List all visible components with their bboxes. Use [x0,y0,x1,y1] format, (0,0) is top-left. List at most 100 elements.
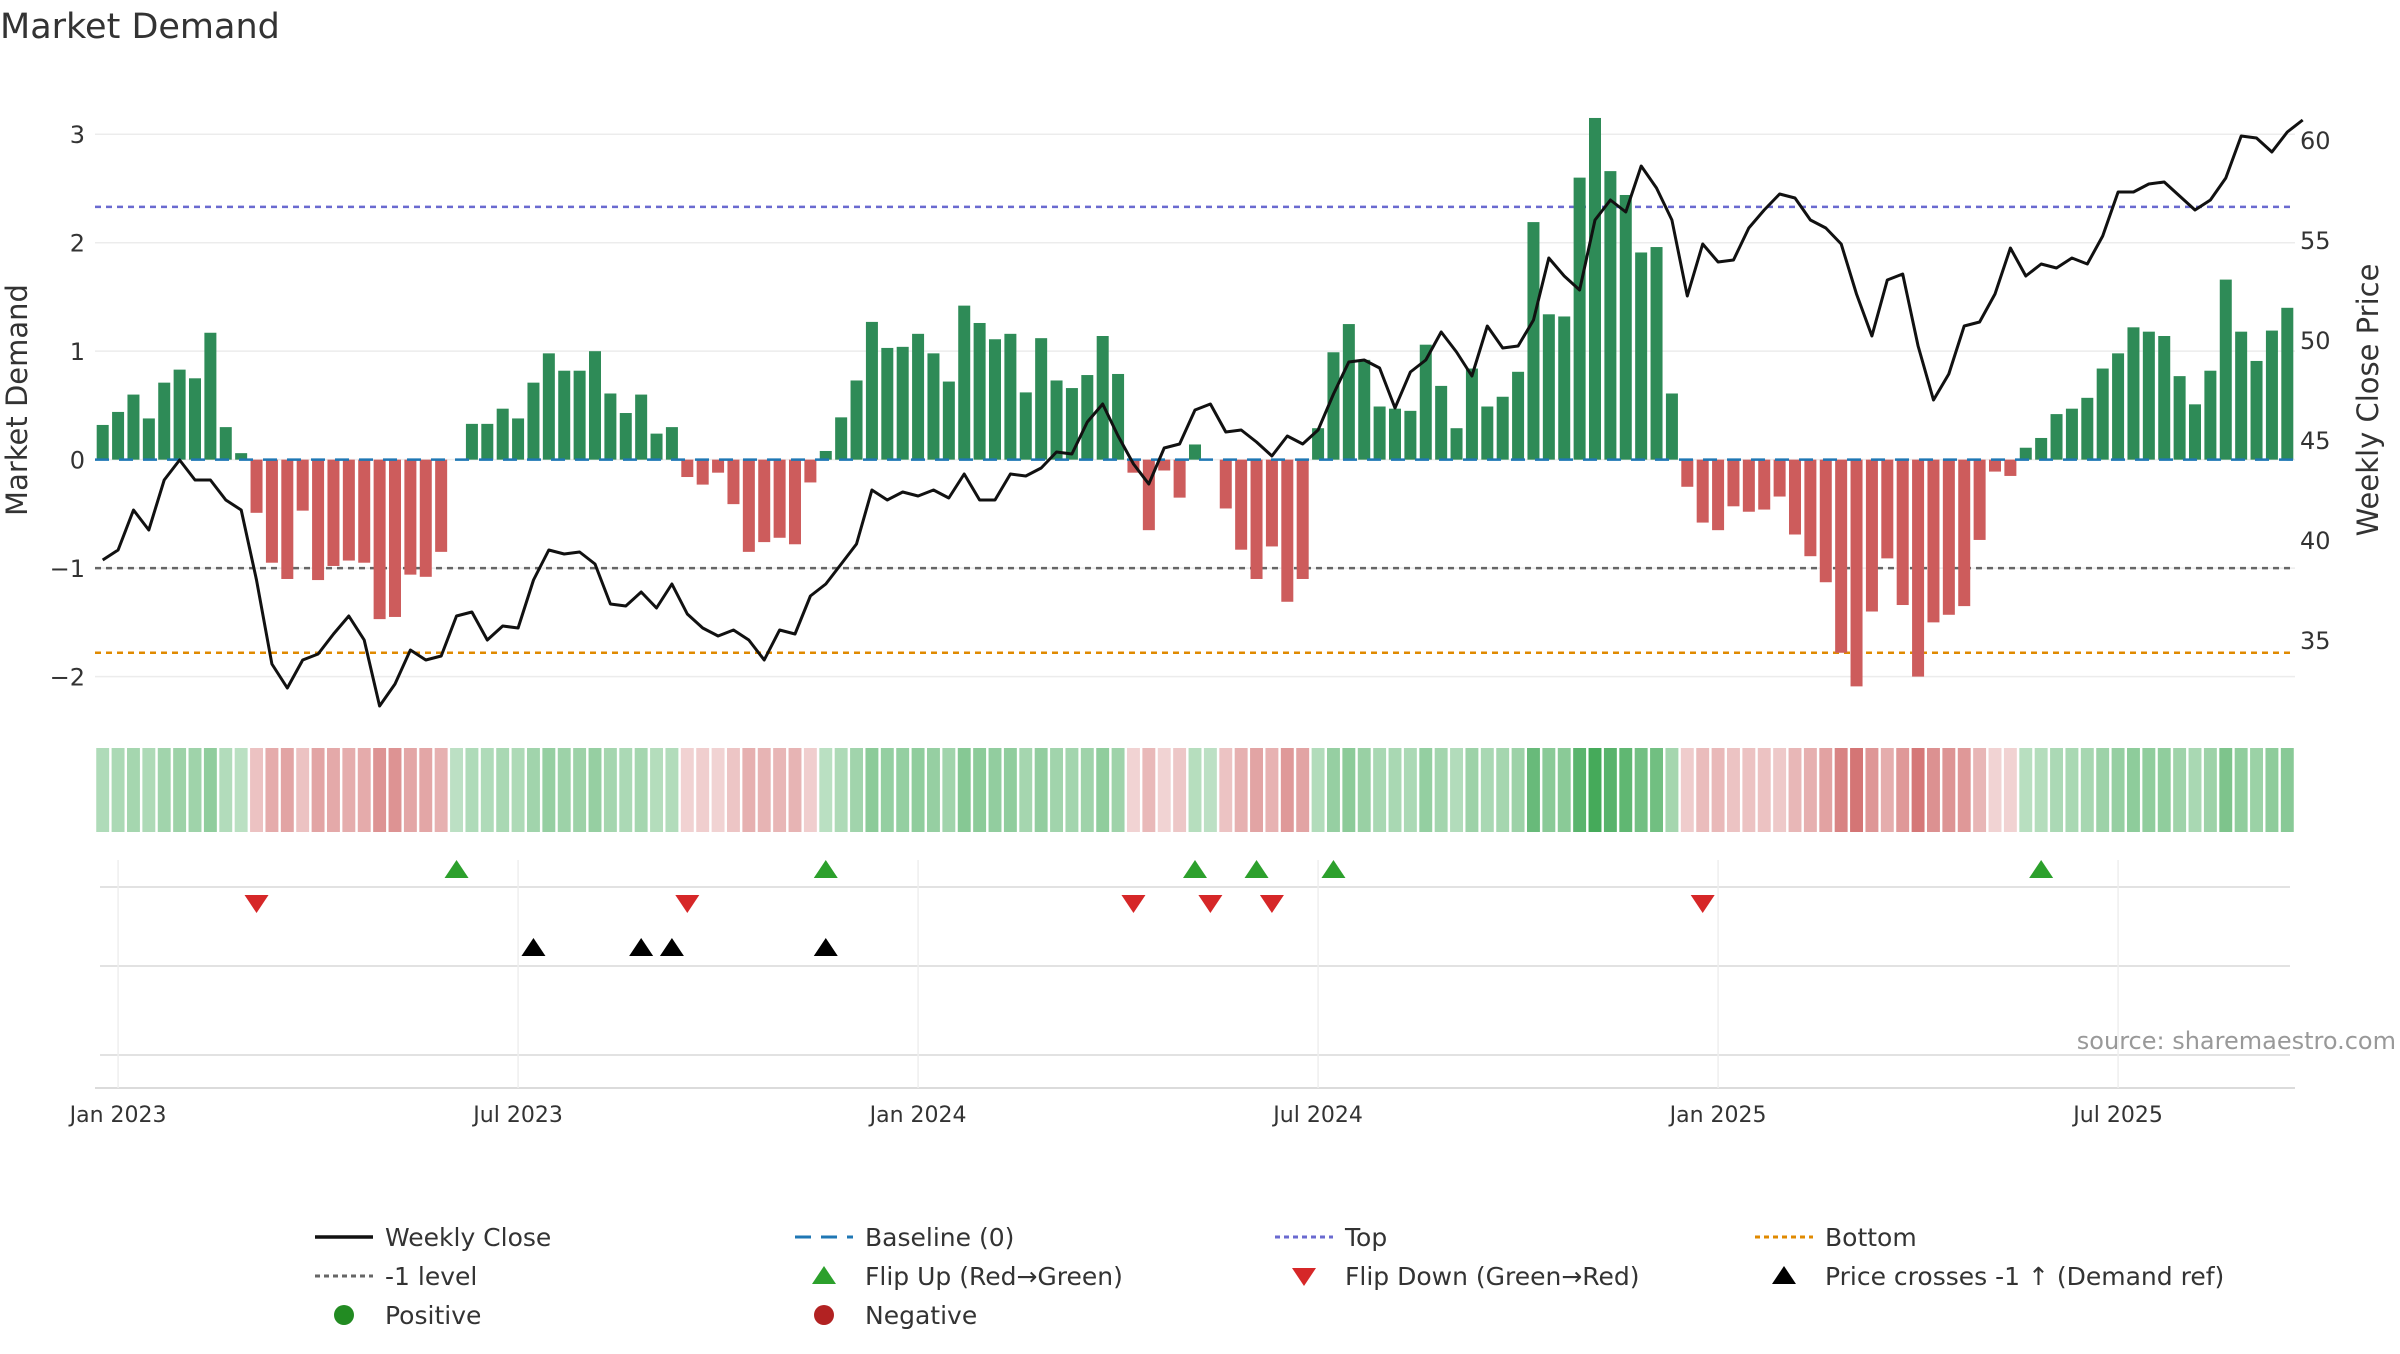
flip-down-marker [1259,895,1284,913]
strip-cell [2234,748,2248,832]
y-tick-left: 3 [70,121,85,149]
bar-negative [1973,459,1986,540]
bar-positive [142,418,155,460]
bar-negative [1281,459,1294,602]
bar-negative [342,459,355,561]
strip-cell [342,748,356,832]
bar-positive [1373,406,1386,460]
strip-cell [1803,748,1817,832]
x-tick-label: Jan 2024 [868,1103,967,1128]
strip-cell [1788,748,1802,832]
strip-cell [1511,748,1525,832]
strip-cell [265,748,279,832]
strip-cell [1573,748,1587,832]
bar-positive [573,370,586,460]
bar-negative [1219,459,1232,509]
x-tick-label: Jan 2023 [68,1103,167,1128]
legend-positive-swatch [334,1305,354,1325]
bar-negative [1235,459,1248,550]
bar-positive [942,381,955,460]
bar-positive [2265,330,2278,460]
bar-positive [2204,370,2217,460]
bar-positive [1035,338,1048,460]
strip-cell [2250,748,2263,832]
strip-cell [203,748,217,832]
strip-cell [2127,748,2140,832]
strip-cell [1250,748,1263,832]
strip-cell [480,748,494,832]
bar-positive [1189,444,1201,460]
bar-negative [742,459,755,552]
strip-cell [2280,748,2294,832]
event-markers [100,860,2290,1056]
y-tick-right: 60 [2300,127,2331,155]
bar-negative [1850,459,1863,687]
legend-negative-swatch [814,1305,834,1325]
bar-negative [1927,459,1940,623]
bar-positive [189,378,201,460]
bar-positive [989,339,1001,460]
strip-cell [419,748,433,832]
flip-up-marker [1183,860,1207,878]
strip-cell [803,748,817,832]
bar-positive [1527,222,1540,460]
bar-positive [1389,408,1401,460]
bar-positive [958,305,971,460]
bar-positive [1019,392,1032,460]
strip-cell [1373,748,1387,832]
strip-cell [834,748,848,832]
bar-positive [2127,327,2140,460]
strip-cell [388,748,402,832]
bar-positive [973,322,986,460]
strip-cell [2265,748,2279,832]
strip-cell [1680,748,1694,832]
strip-cell [1280,748,1294,832]
y-tick-right: 45 [2300,427,2331,455]
bar-positive [558,370,571,460]
bar-positive [1004,333,1017,460]
bar-positive [912,333,925,460]
strip-cell [1050,748,1063,832]
strip-cell [1927,748,1940,832]
strip-cell [542,748,556,832]
bar-negative [419,459,432,577]
bar-positive [1635,252,1648,460]
bar-positive [1573,177,1586,460]
bar-negative [696,459,709,485]
strip-cell [1911,748,1925,832]
strip-cell [2034,748,2048,832]
y-tick-left: −2 [50,664,85,692]
bar-negative [712,459,725,473]
bar-negative [435,459,448,552]
strip-cell [1127,748,1140,832]
flip-up-marker [2029,860,2054,878]
strip-cell [788,748,802,832]
strip-cell [696,748,710,832]
legend-price-cross-swatch [1772,1266,1796,1284]
strip-cell [557,748,571,832]
bar-positive [496,408,509,460]
strip-cell [973,748,987,832]
chart-title: Market Demand [0,7,280,47]
price-layer [101,118,2304,708]
strip-cell [511,748,525,832]
flip-down-marker [675,895,700,913]
x-tick-label: Jul 2025 [2071,1103,2163,1128]
price-cross-marker [521,938,546,956]
legend-price-cross-label: Price crosses -1 ↑ (Demand ref) [1825,1262,2224,1291]
bar-positive [127,394,140,460]
bar-positive [465,423,478,460]
strip-cell [865,748,879,832]
y-tick-left: −1 [50,555,85,583]
bar-negative [1865,459,1878,612]
strip-cell [1234,748,1248,832]
strip-cell [773,748,787,832]
bar-positive [2050,414,2063,460]
bar-negative [1989,459,2001,472]
bar-positive [1558,316,1571,460]
strip-cell [1357,748,1371,832]
bar-negative [1758,459,1771,510]
strip-cell [1588,748,1602,832]
y-tick-left: 0 [70,447,85,475]
bar-positive [2235,331,2248,460]
